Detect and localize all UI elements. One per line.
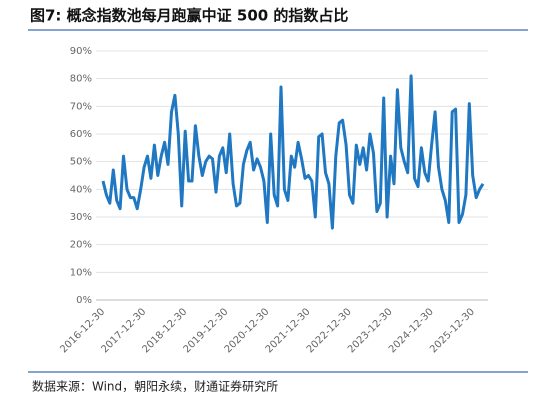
y-tick-label: 40% — [70, 184, 92, 195]
chart-title: 图7: 概念指数池每月跑赢中证 500 的指数占比 — [30, 7, 348, 25]
y-tick-label: 50% — [70, 157, 92, 168]
y-tick-label: 70% — [70, 101, 92, 112]
y-tick-label: 0% — [76, 295, 92, 306]
source: 数据来源：Wind，朝阳永续，财通证券研究所 — [32, 379, 278, 394]
data-line — [101, 74, 485, 230]
y-tick-label: 80% — [70, 74, 92, 85]
y-tick-label: 60% — [70, 129, 92, 140]
y-tick-label: 20% — [70, 240, 92, 251]
y-tick-label: 30% — [70, 212, 92, 223]
y-tick-label: 90% — [70, 46, 92, 57]
y-tick-label: 10% — [70, 267, 92, 278]
